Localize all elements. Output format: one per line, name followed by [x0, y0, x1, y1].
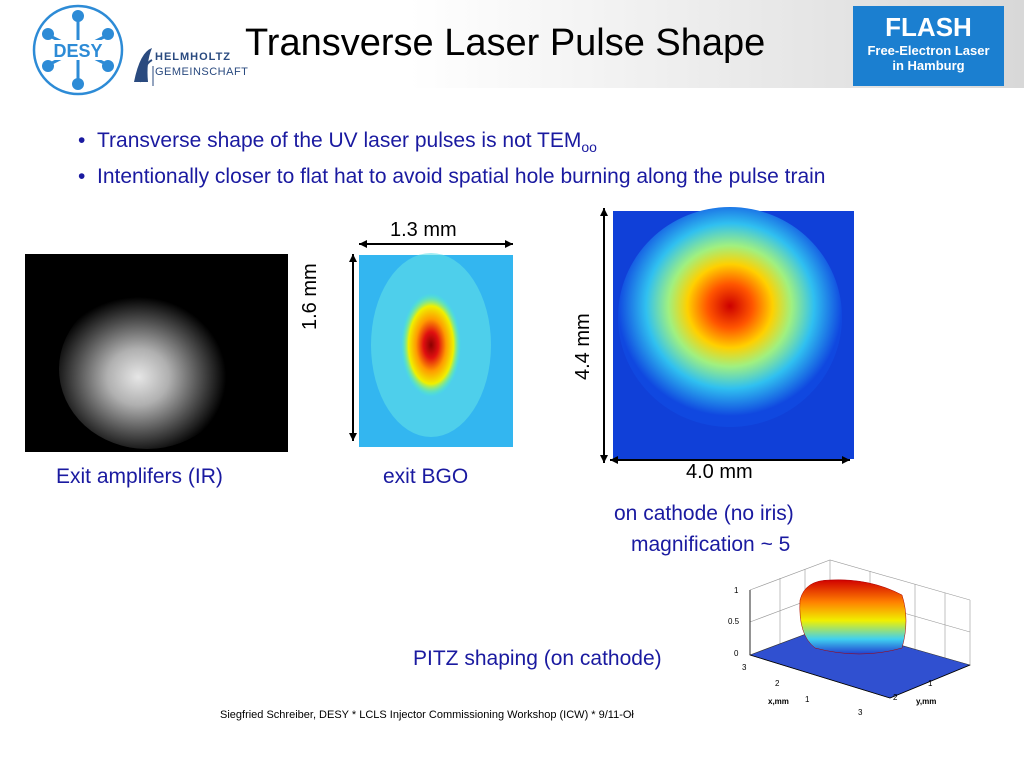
y-tick: 2 [893, 693, 898, 702]
x-tick: 3 [742, 663, 747, 672]
desy-logo-text: DESY [53, 41, 102, 61]
x-tick: 2 [775, 679, 780, 688]
gemeinschaft-label: GEMEINSCHAFT [155, 66, 249, 78]
ir-beam-image [25, 254, 288, 452]
pitz-caption: PITZ shaping (on cathode) [413, 647, 662, 670]
desy-logo: DESY [32, 4, 124, 96]
cathode-caption-1: on cathode (no iris) [614, 502, 794, 525]
bullet-item: Intentionally closer to flat hat to avoi… [78, 162, 878, 192]
bullet-item: Transverse shape of the UV laser pulses … [78, 126, 878, 162]
cathode-image-group [600, 207, 854, 464]
x-tick: 1 [805, 695, 810, 704]
flash-logo: FLASH Free-Electron Laser in Hamburg [853, 6, 1004, 86]
x-axis-label: x,mm [768, 697, 789, 706]
z-tick: 0.5 [728, 617, 740, 626]
bullet-1-subscript: oo [581, 139, 597, 156]
cathode-caption-2: magnification ~ 5 [631, 533, 791, 556]
cathode-height-label: 4.4 mm [572, 313, 594, 380]
bgo-width-label: 1.3 mm [390, 219, 457, 241]
y-tick: 3 [858, 708, 863, 717]
footer-text: Siegfried Schreiber, DESY * LCLS Injecto… [220, 709, 634, 721]
bgo-height-label: 1.6 mm [299, 263, 321, 330]
bgo-caption: exit BGO [383, 465, 469, 488]
y-tick: 1 [928, 679, 933, 688]
helmholtz-label: HELMHOLTZ [155, 51, 232, 63]
flash-subtitle-2: in Hamburg [892, 58, 965, 73]
z-tick: 1 [734, 586, 739, 595]
z-tick: 0 [734, 649, 739, 658]
bullet-1-text: Transverse shape of the UV laser pulses … [97, 129, 582, 152]
flash-subtitle-1: Free-Electron Laser [867, 43, 990, 58]
page-title: Transverse Laser Pulse Shape [245, 22, 766, 64]
bullet-list: Transverse shape of the UV laser pulses … [78, 126, 878, 192]
cathode-width-label: 4.0 mm [686, 461, 753, 483]
flash-title: FLASH [885, 12, 972, 42]
helmholtz-icon [134, 48, 154, 86]
pitz-3d-plot: 1 0.5 0 3 2 1 x,mm 1 2 3 y,mm [728, 559, 971, 717]
y-axis-label: y,mm [916, 697, 936, 706]
bullet-2-text: Intentionally closer to flat hat to avoi… [97, 165, 826, 189]
ir-caption: Exit amplifers (IR) [56, 465, 223, 488]
bgo-image-group [349, 240, 513, 447]
